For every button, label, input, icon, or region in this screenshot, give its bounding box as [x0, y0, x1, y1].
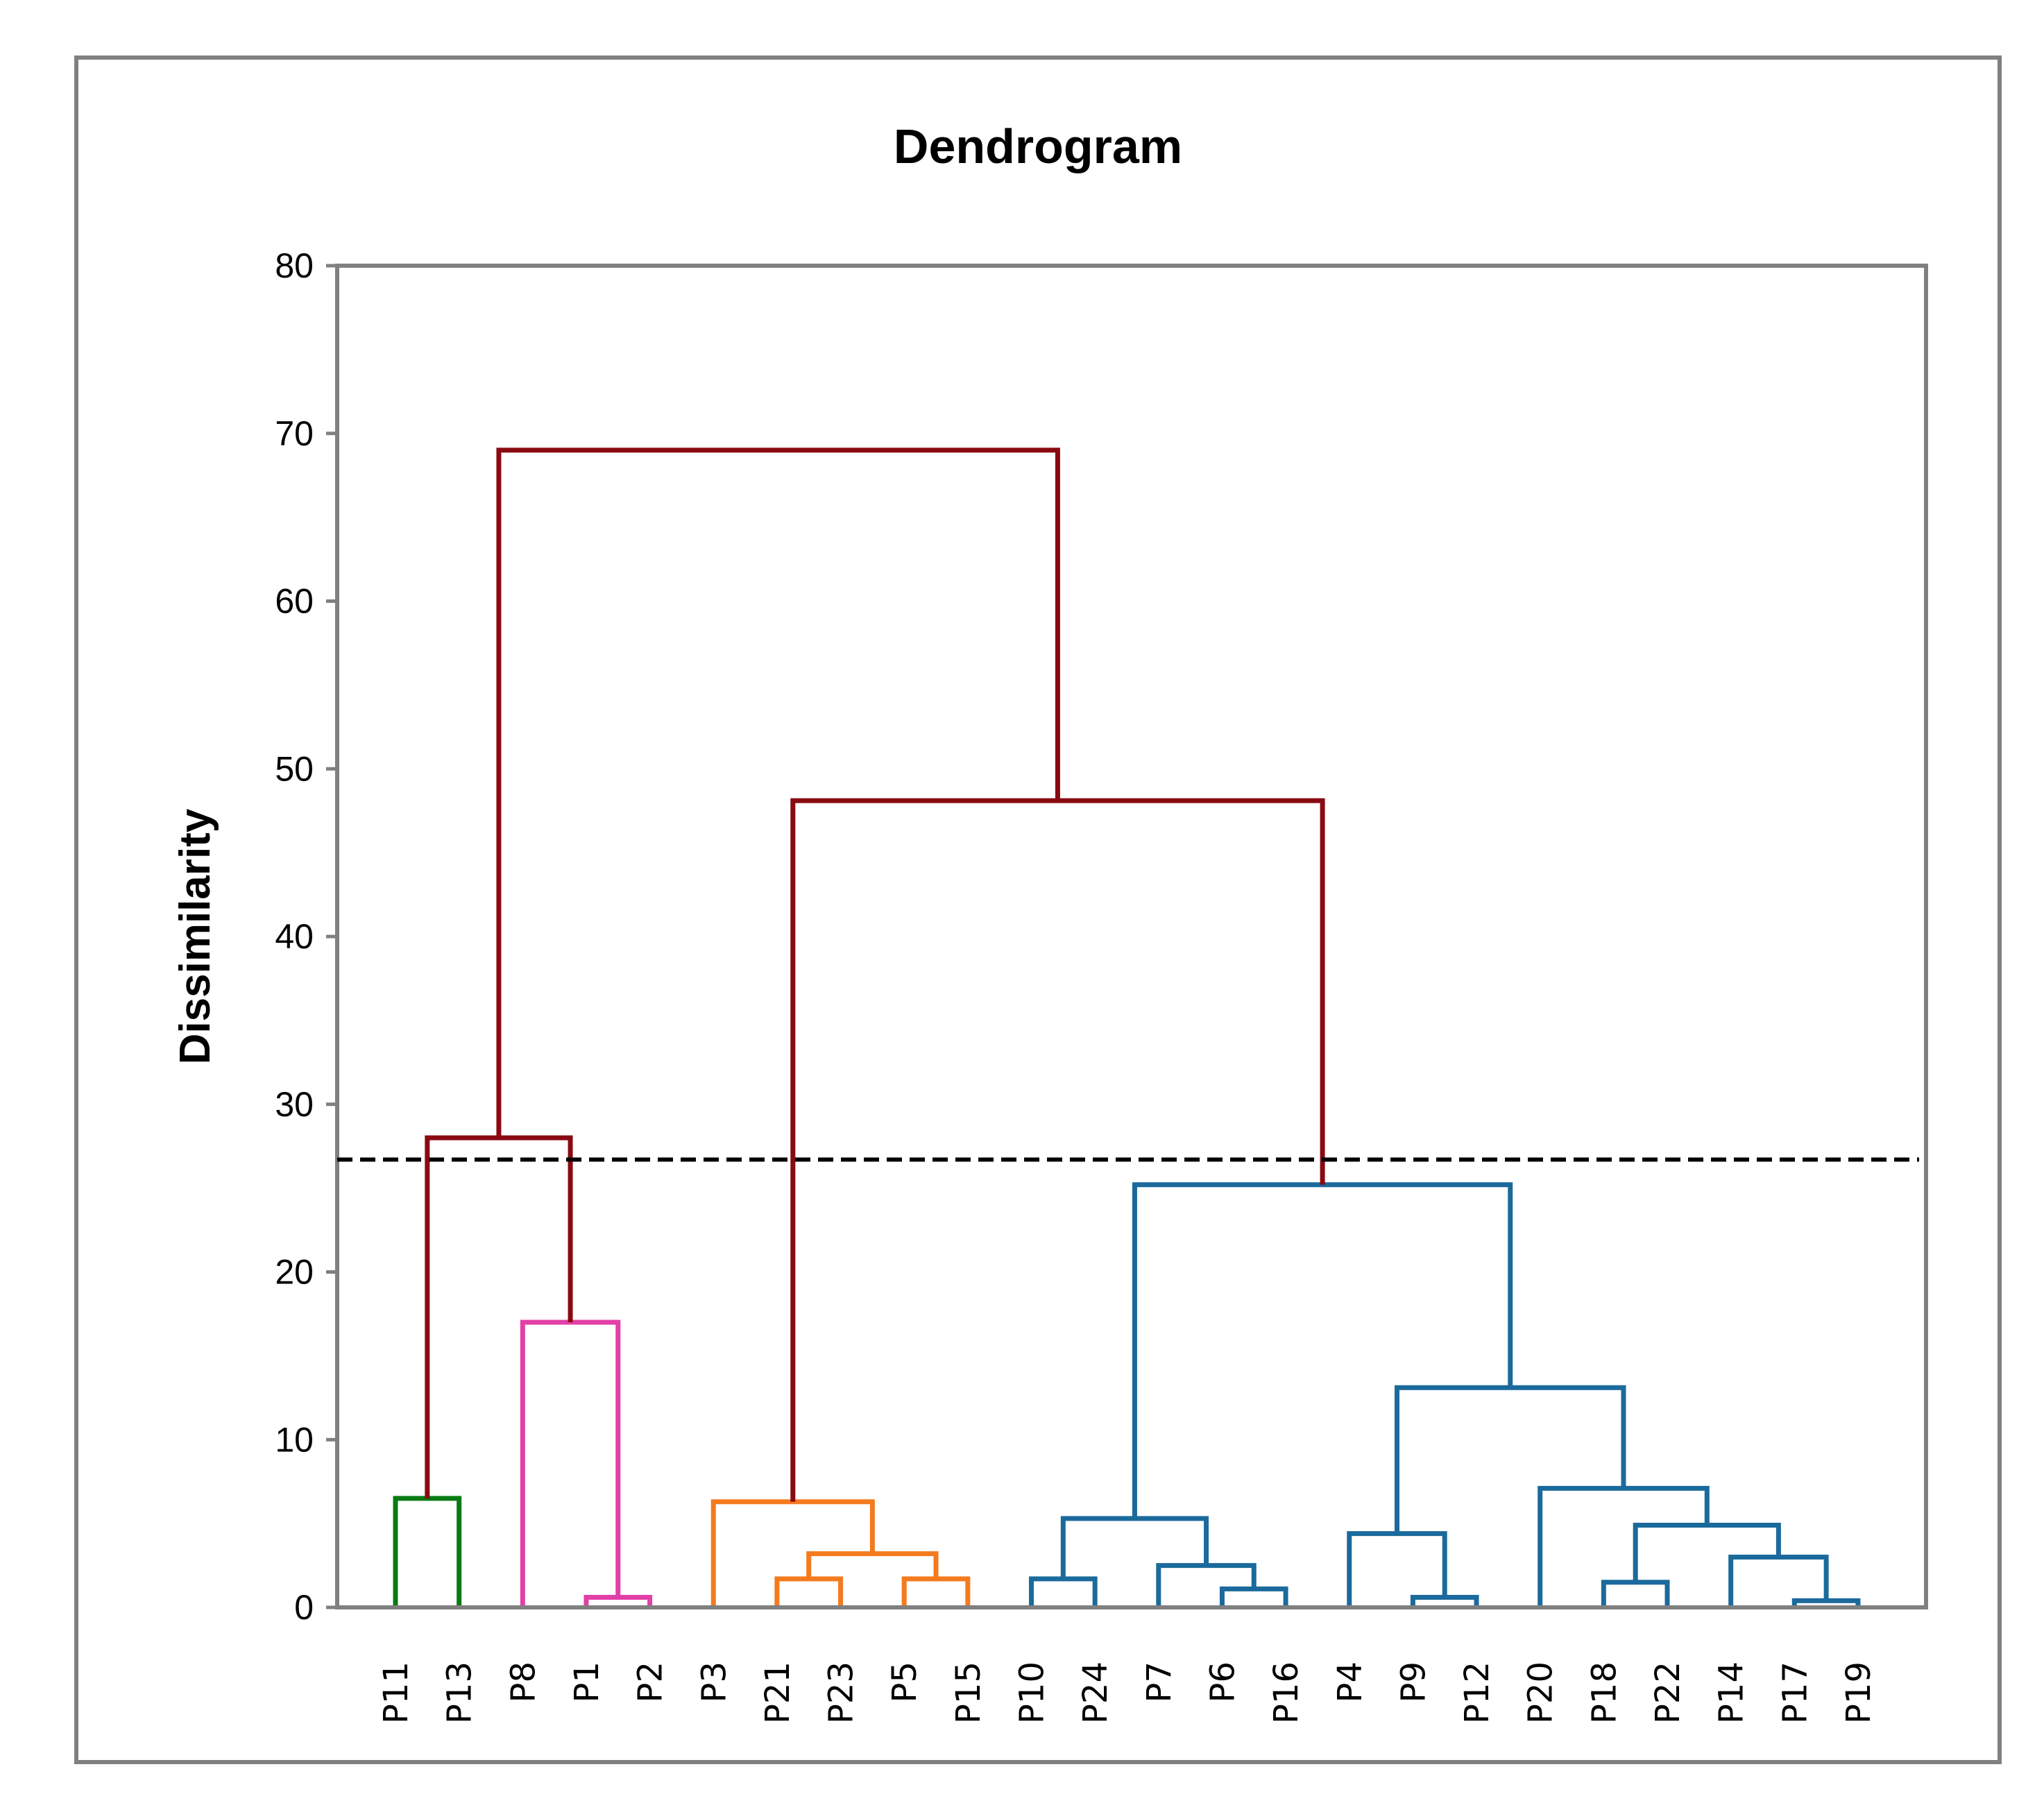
x-tick-label: P12	[1458, 1661, 1497, 1724]
merge-link	[1219, 1586, 1288, 1607]
y-tick-label: 20	[275, 1253, 314, 1292]
x-tick-label: P8	[504, 1661, 543, 1702]
x-tick-label: P15	[949, 1661, 988, 1724]
y-tick-label: 0	[294, 1588, 314, 1627]
x-tick-label: P19	[1839, 1661, 1878, 1724]
x-tick-label: P1	[568, 1661, 606, 1702]
x-tick-label: P2	[631, 1661, 670, 1702]
y-tick-label: 70	[275, 414, 314, 453]
y-tick-label: 80	[275, 246, 314, 285]
y-tick-label: 50	[275, 749, 314, 788]
y-axis-label: Dissimilarity	[171, 808, 219, 1064]
merge-link	[710, 1499, 875, 1607]
merge-link	[1394, 1385, 1626, 1534]
y-tick-label: 30	[275, 1085, 314, 1124]
x-tick-label: P5	[885, 1661, 924, 1702]
merge-link	[1601, 1580, 1670, 1607]
merge-link	[1410, 1595, 1479, 1607]
x-tick-label: P20	[1522, 1661, 1560, 1724]
x-tick-label: P11	[377, 1661, 416, 1724]
merge-link	[520, 1319, 621, 1607]
y-tick-label: 40	[275, 917, 314, 956]
x-tick-label: P16	[1267, 1661, 1306, 1724]
merge-link	[584, 1595, 653, 1607]
x-tick-label: P3	[695, 1661, 733, 1702]
x-tick-label: P7	[1140, 1661, 1179, 1702]
x-tick-label: P10	[1013, 1661, 1052, 1724]
x-tick-label: P22	[1649, 1661, 1687, 1724]
x-tick-label: P9	[1394, 1661, 1433, 1702]
x-tick-label: P23	[822, 1661, 861, 1724]
x-tick-label: P6	[1203, 1661, 1242, 1702]
merge-link	[496, 447, 1060, 1138]
merge-link	[1538, 1485, 1710, 1607]
x-tick-label: P4	[1331, 1661, 1370, 1702]
x-tick-label: P17	[1775, 1661, 1814, 1724]
merge-link	[1728, 1554, 1829, 1607]
x-tick-label: P21	[758, 1661, 797, 1724]
x-tick-label: P24	[1076, 1661, 1115, 1724]
x-tick-label: P18	[1585, 1661, 1624, 1724]
y-tick-label: 60	[275, 582, 314, 621]
outer-frame	[74, 55, 2002, 1764]
y-tick-label: 10	[275, 1420, 314, 1459]
x-tick-label: P14	[1712, 1661, 1751, 1724]
x-tick-label: P13	[441, 1661, 479, 1724]
chart-title: Dendrogram	[894, 119, 1182, 173]
